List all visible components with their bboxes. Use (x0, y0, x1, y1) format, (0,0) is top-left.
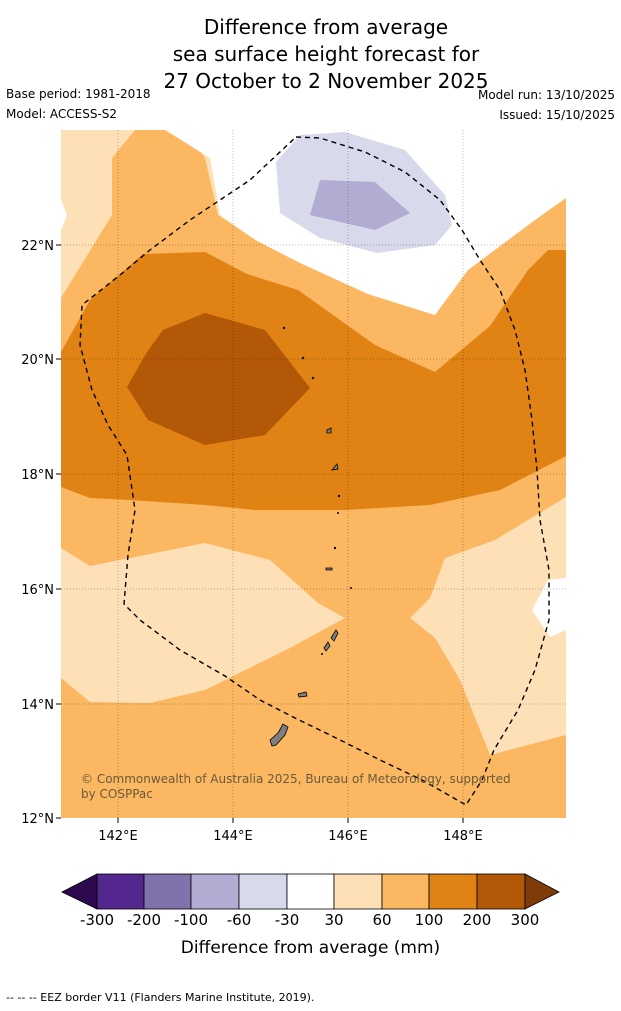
title-line-3: 27 October to 2 November 2025 (163, 69, 489, 93)
issued-date: Issued: 15/10/2025 (499, 108, 615, 122)
model-name: Model: ACCESS-S2 (6, 107, 118, 121)
sea-height-contours (61, 130, 566, 818)
title-line-2: sea surface height forecast for (172, 42, 480, 66)
island-anatahan (325, 567, 333, 571)
island-saipan (330, 629, 339, 642)
colorbar-tick-4: -60 (226, 911, 252, 929)
colorbar-extend-high (524, 873, 560, 910)
island-small-8 (320, 653, 323, 656)
eez-border (79, 136, 550, 806)
island-pagan (331, 463, 339, 471)
contour-100-200 (61, 250, 566, 510)
colorbar-bin-8 (428, 873, 478, 910)
lon-tick-148: 148°E (443, 829, 483, 844)
islands (269, 326, 352, 747)
lat-tick-14: 14°N (21, 698, 54, 713)
copyright-notice: © Commonwealth of Australia 2025, Bureau… (81, 772, 511, 801)
colorbar-bin-6 (333, 873, 383, 910)
colorbar-bin-4 (238, 873, 288, 910)
model-run: Model run: 13/10/2025 (477, 88, 615, 102)
lat-labels: 22°N 20°N 18°N 16°N 14°N 12°N (21, 239, 54, 827)
lon-tick-144: 144°E (213, 829, 253, 844)
colorbar-bin-7 (381, 873, 430, 910)
lat-tick-18: 18°N (21, 468, 54, 483)
colorbar-bin-9 (476, 873, 526, 910)
graticule (61, 130, 566, 818)
island-rota (297, 691, 308, 698)
lon-labels: 142°E 144°E 146°E 148°E (98, 829, 483, 844)
contour-minus-60-100 (310, 180, 410, 230)
lat-tick-22: 22°N (21, 239, 54, 254)
island-small-1 (282, 326, 286, 330)
colorbar-tick-1: -300 (79, 911, 115, 929)
contour-neutral-east (532, 578, 566, 637)
title-line-1: Difference from average (203, 15, 449, 39)
lat-tick-16: 16°N (21, 583, 54, 598)
colorbar-bin-2 (143, 873, 192, 910)
colorbar-tick-5: -30 (274, 911, 300, 929)
lon-tick-142: 142°E (98, 829, 138, 844)
island-guam (269, 723, 289, 747)
island-small-3 (311, 376, 315, 380)
base-period: Base period: 1981-2018 (6, 87, 151, 101)
island-small-6 (333, 546, 337, 550)
colorbar-bin-1 (96, 873, 145, 910)
map-title: Difference from average sea surface heig… (0, 14, 621, 95)
island-agrihan (326, 427, 332, 434)
colorbar-tick-6: 30 (324, 911, 344, 929)
island-small-2 (301, 356, 305, 360)
colorbar-bin-3 (190, 873, 240, 910)
colorbar-tick-7: 60 (372, 911, 392, 929)
island-tinian (323, 641, 331, 652)
island-small-5 (336, 512, 339, 515)
island-small-7 (349, 587, 352, 590)
colorbar-bin-5 (286, 873, 335, 910)
colorbar-tick-8: 100 (414, 911, 444, 929)
colorbar-extend-low (61, 873, 98, 910)
colorbar-tick-9: 200 (462, 911, 492, 929)
colorbar (61, 873, 560, 910)
island-small-4 (337, 494, 341, 498)
colorbar-tick-3: -100 (173, 911, 209, 929)
lat-tick-20: 20°N (21, 353, 54, 368)
colorbar-tick-2: -200 (126, 911, 162, 929)
lon-tick-146: 146°E (328, 829, 368, 844)
eez-legend: -- -- -- EEZ border V11 (Flanders Marine… (6, 991, 315, 1004)
contour-200-300 (127, 313, 310, 445)
lat-tick-12: 12°N (21, 812, 54, 827)
colorbar-label: Difference from average (mm) (180, 938, 441, 958)
axis-ticks (56, 244, 464, 823)
colorbar-tick-10: 300 (510, 911, 540, 929)
contour-30-60-southwest (61, 543, 345, 703)
